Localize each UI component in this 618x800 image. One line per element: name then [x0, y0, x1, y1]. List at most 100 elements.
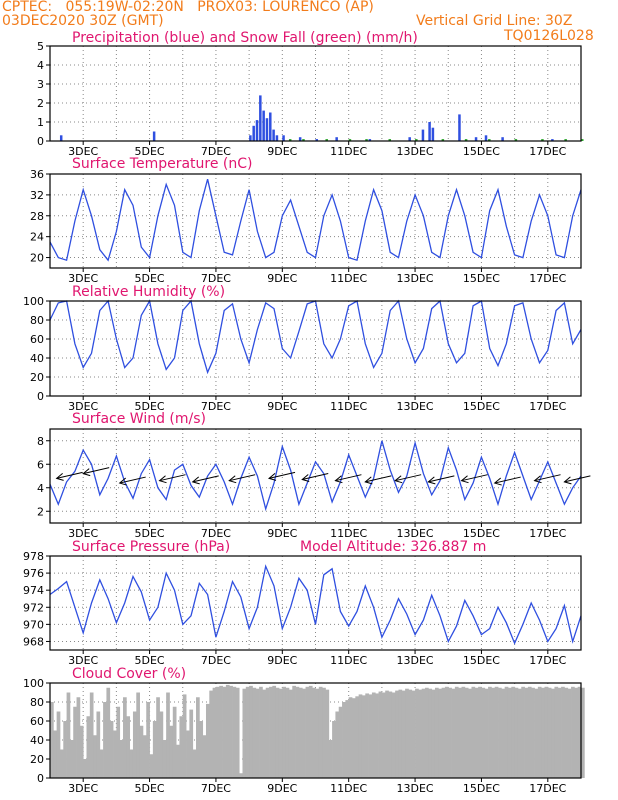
panel-frame: [49, 173, 582, 269]
cloud-bar: [73, 706, 77, 778]
x-tick-label: 17DEC: [529, 654, 566, 667]
cloud-bar: [361, 695, 366, 778]
cloud-bar: [50, 702, 54, 778]
cloud-bar: [551, 688, 555, 778]
x-tick-label: 15DEC: [463, 782, 500, 795]
cloud-bar: [574, 687, 579, 778]
panel-frame: [49, 682, 582, 779]
x-tick-label: 13DEC: [397, 782, 434, 795]
cloud-bar: [345, 700, 350, 778]
wind-arrow: [365, 475, 392, 483]
cloud-bar: [511, 686, 516, 778]
header-date: 03DEC2020 30Z (GMT): [2, 13, 164, 29]
cloud-bar: [99, 749, 104, 778]
cloud-bar: [425, 687, 429, 778]
x-tick-label: 11DEC: [330, 145, 367, 158]
y-tick-label: 80: [30, 314, 44, 327]
cloud-bar: [385, 690, 389, 778]
x-tick-label: 7DEC: [201, 272, 231, 285]
wind-arrowhead: [394, 475, 403, 484]
press-series-line: [49, 564, 582, 645]
x-tick-label: 9DEC: [267, 272, 297, 285]
wind-arrowhead: [267, 472, 277, 481]
cloud-bar: [504, 686, 509, 778]
precip-bar: [484, 135, 488, 141]
y-tick-label: 1: [37, 116, 44, 129]
cloud-bar: [448, 687, 452, 778]
snow-bar: [541, 139, 544, 141]
cloud-bar: [305, 686, 310, 778]
snow-bar: [302, 139, 305, 141]
y-tick-label: 8: [37, 435, 44, 448]
panel-wind: Surface Wind (m/s) 2 4 6 8 3DEC 5DEC 7DEC 9DEC 11…: [37, 411, 591, 540]
x-tick-label: 3DEC: [68, 654, 98, 667]
panel-frame: [49, 300, 582, 397]
panel-frame: [49, 428, 582, 524]
cloud-bar: [434, 687, 439, 778]
cloud-bar: [56, 711, 61, 778]
cloud-bar: [514, 687, 519, 778]
cloud-bar: [209, 690, 213, 778]
y-tick-label: 80: [30, 696, 44, 709]
wind-arrow: [335, 474, 362, 482]
x-tick-label: 15DEC: [463, 654, 500, 667]
cloud-bar: [464, 687, 469, 778]
cloud-bar: [79, 725, 84, 778]
cloud-bar: [544, 686, 549, 778]
x-tick-label: 7DEC: [201, 400, 231, 413]
snow-bar: [288, 139, 292, 141]
precip-bar: [474, 137, 478, 141]
precip-bar: [265, 118, 269, 141]
snow-bar: [581, 139, 584, 141]
snow-bar: [388, 139, 392, 141]
cloud-bar: [581, 687, 585, 778]
cloud-bar: [567, 688, 572, 778]
x-tick-label: 13DEC: [397, 400, 434, 413]
y-tick-label: 4: [37, 482, 44, 495]
x-tick-label: 5DEC: [135, 400, 165, 413]
header-code: TQ0126L028: [504, 28, 594, 44]
panel-temp: Surface Temperature (nC) 20 24 28 32 36 3DEC 5D…: [30, 156, 582, 285]
cloud-bar: [534, 688, 539, 778]
cloud-bar: [116, 706, 121, 778]
y-tick-label: 974: [23, 584, 44, 597]
snow-bar: [415, 139, 418, 141]
header-grid-note: Vertical Grid Line: 30Z: [416, 13, 573, 29]
wind-arrow: [428, 475, 455, 483]
cloud-bar: [196, 697, 200, 778]
x-tick-label: 15DEC: [463, 527, 500, 540]
cloud-bar: [365, 693, 369, 778]
precip-bar: [272, 129, 275, 141]
precip-bar: [335, 137, 338, 141]
cloud-bar: [106, 687, 111, 778]
x-tick-label: 5DEC: [135, 145, 165, 158]
cloud-bar: [152, 721, 157, 778]
cloud-bar: [103, 702, 107, 778]
x-tick-label: 9DEC: [267, 400, 297, 413]
cloud-bar: [554, 686, 559, 778]
cloud-bar: [388, 691, 393, 778]
cloud-bar: [564, 687, 569, 778]
cloud-bar: [444, 686, 449, 778]
wind-arrow: [83, 467, 110, 475]
x-tick-label: 13DEC: [397, 272, 434, 285]
cloud-bar: [441, 687, 446, 778]
x-tick-label: 17DEC: [529, 272, 566, 285]
y-tick-label: 6: [37, 458, 44, 471]
precip-bar: [458, 114, 461, 141]
snow-bar: [564, 139, 567, 141]
x-tick-label: 17DEC: [529, 782, 566, 795]
y-tick-label: 60: [30, 333, 44, 346]
cloud-bar: [488, 686, 492, 778]
y-tick-label: 0: [37, 135, 44, 148]
precip-bar: [421, 129, 425, 141]
cloud-bar: [159, 711, 164, 778]
precip-bar: [408, 137, 411, 141]
cloud-bar: [83, 759, 87, 778]
cloud-bar: [302, 688, 306, 778]
wind-series-line: [49, 440, 582, 512]
cloud-bar: [232, 686, 237, 778]
cloud-bar: [113, 730, 117, 778]
wind-arrowhead: [228, 475, 237, 484]
y-tick-label: 968: [23, 635, 44, 648]
